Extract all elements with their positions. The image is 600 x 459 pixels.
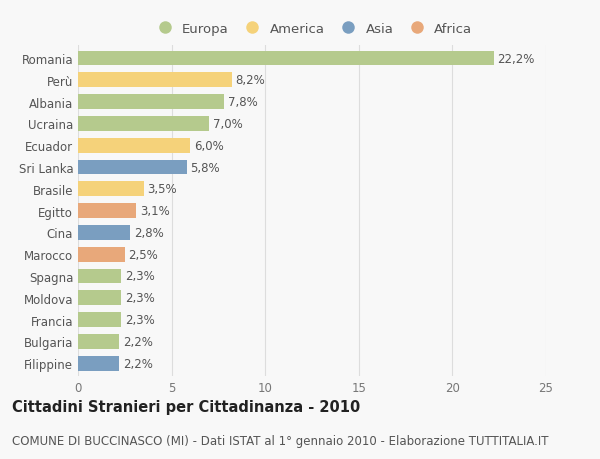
Text: Cittadini Stranieri per Cittadinanza - 2010: Cittadini Stranieri per Cittadinanza - 2… [12, 399, 360, 414]
Legend: Europa, America, Asia, Africa: Europa, America, Asia, Africa [152, 23, 472, 36]
Text: 2,3%: 2,3% [125, 313, 155, 326]
Text: 7,0%: 7,0% [213, 118, 242, 131]
Text: 3,1%: 3,1% [140, 205, 170, 218]
Bar [78, 182, 143, 197]
Text: 5,8%: 5,8% [190, 161, 220, 174]
Text: 2,5%: 2,5% [128, 248, 158, 261]
Text: 2,3%: 2,3% [125, 270, 155, 283]
Text: 3,5%: 3,5% [147, 183, 177, 196]
Bar [78, 139, 190, 153]
Bar [78, 269, 121, 284]
Bar [78, 225, 130, 240]
Text: 2,3%: 2,3% [125, 291, 155, 305]
Bar [78, 117, 209, 132]
Text: 2,2%: 2,2% [123, 357, 153, 370]
Text: 22,2%: 22,2% [497, 52, 535, 66]
Bar [78, 160, 187, 175]
Text: 2,2%: 2,2% [123, 335, 153, 348]
Bar [78, 73, 232, 88]
Bar [78, 51, 494, 67]
Bar [78, 313, 121, 327]
Text: 7,8%: 7,8% [228, 96, 257, 109]
Bar [78, 291, 121, 306]
Bar [78, 204, 136, 218]
Text: 6,0%: 6,0% [194, 140, 224, 152]
Bar [78, 356, 119, 371]
Text: 2,8%: 2,8% [134, 226, 164, 239]
Bar [78, 247, 125, 262]
Bar [78, 95, 224, 110]
Text: 8,2%: 8,2% [235, 74, 265, 87]
Bar [78, 334, 119, 349]
Text: COMUNE DI BUCCINASCO (MI) - Dati ISTAT al 1° gennaio 2010 - Elaborazione TUTTITA: COMUNE DI BUCCINASCO (MI) - Dati ISTAT a… [12, 434, 548, 447]
